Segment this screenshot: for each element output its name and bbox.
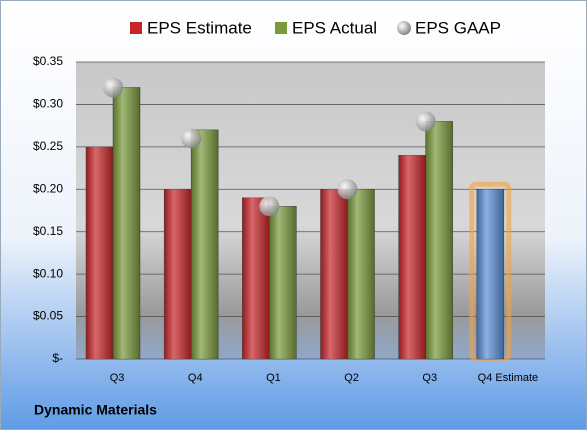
legend-label: EPS Estimate: [147, 18, 252, 37]
bar-shine: [269, 206, 297, 359]
legend-marker: [275, 22, 287, 34]
x-tick-label: Q3: [422, 372, 437, 384]
legend-marker: [397, 21, 411, 35]
y-tick-label: $0.10: [33, 266, 63, 280]
gaap-marker: [259, 196, 280, 217]
footer: Dynamic Materials: [34, 402, 157, 418]
y-tick-label: $-: [52, 351, 63, 365]
x-tick-label: Q1: [266, 372, 281, 384]
plot-area: [76, 62, 545, 359]
bar-shine: [164, 189, 192, 359]
legend-label: EPS Actual: [292, 18, 377, 37]
gaap-marker: [181, 128, 202, 149]
y-tick-label: $0.35: [33, 54, 63, 68]
y-tick-label: $0.20: [33, 181, 63, 195]
gaap-marker: [337, 179, 358, 200]
gaap-marker: [103, 77, 123, 98]
x-tick-label: Q4: [188, 372, 203, 384]
gaap-marker: [415, 111, 436, 132]
bar-shine: [347, 189, 375, 359]
y-tick-label: $0.25: [33, 139, 63, 153]
legend-marker: [130, 22, 142, 34]
y-tick-label: $0.15: [33, 224, 63, 238]
bar-shine: [320, 189, 348, 359]
bar-shine: [425, 121, 453, 360]
bar-shine: [191, 129, 219, 359]
bar-shine: [398, 155, 426, 359]
y-tick-label: $0.30: [33, 97, 63, 111]
legend: EPS Estimate EPS Actual EPS GAAP: [130, 18, 501, 37]
x-tick-label: Q4 Estimate: [478, 372, 539, 384]
legend-label: EPS GAAP: [415, 18, 501, 37]
bar-shine: [476, 189, 504, 359]
x-tick-label: Q2: [344, 372, 359, 384]
y-tick-label: $0.05: [33, 309, 63, 323]
x-tick-label: Q3: [110, 372, 125, 384]
bar-shine: [113, 87, 140, 359]
bar-shine: [242, 197, 270, 359]
bar-shine: [86, 146, 113, 359]
